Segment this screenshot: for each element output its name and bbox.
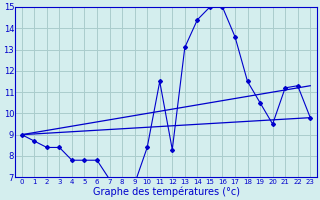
X-axis label: Graphe des températures (°c): Graphe des températures (°c) xyxy=(92,186,239,197)
